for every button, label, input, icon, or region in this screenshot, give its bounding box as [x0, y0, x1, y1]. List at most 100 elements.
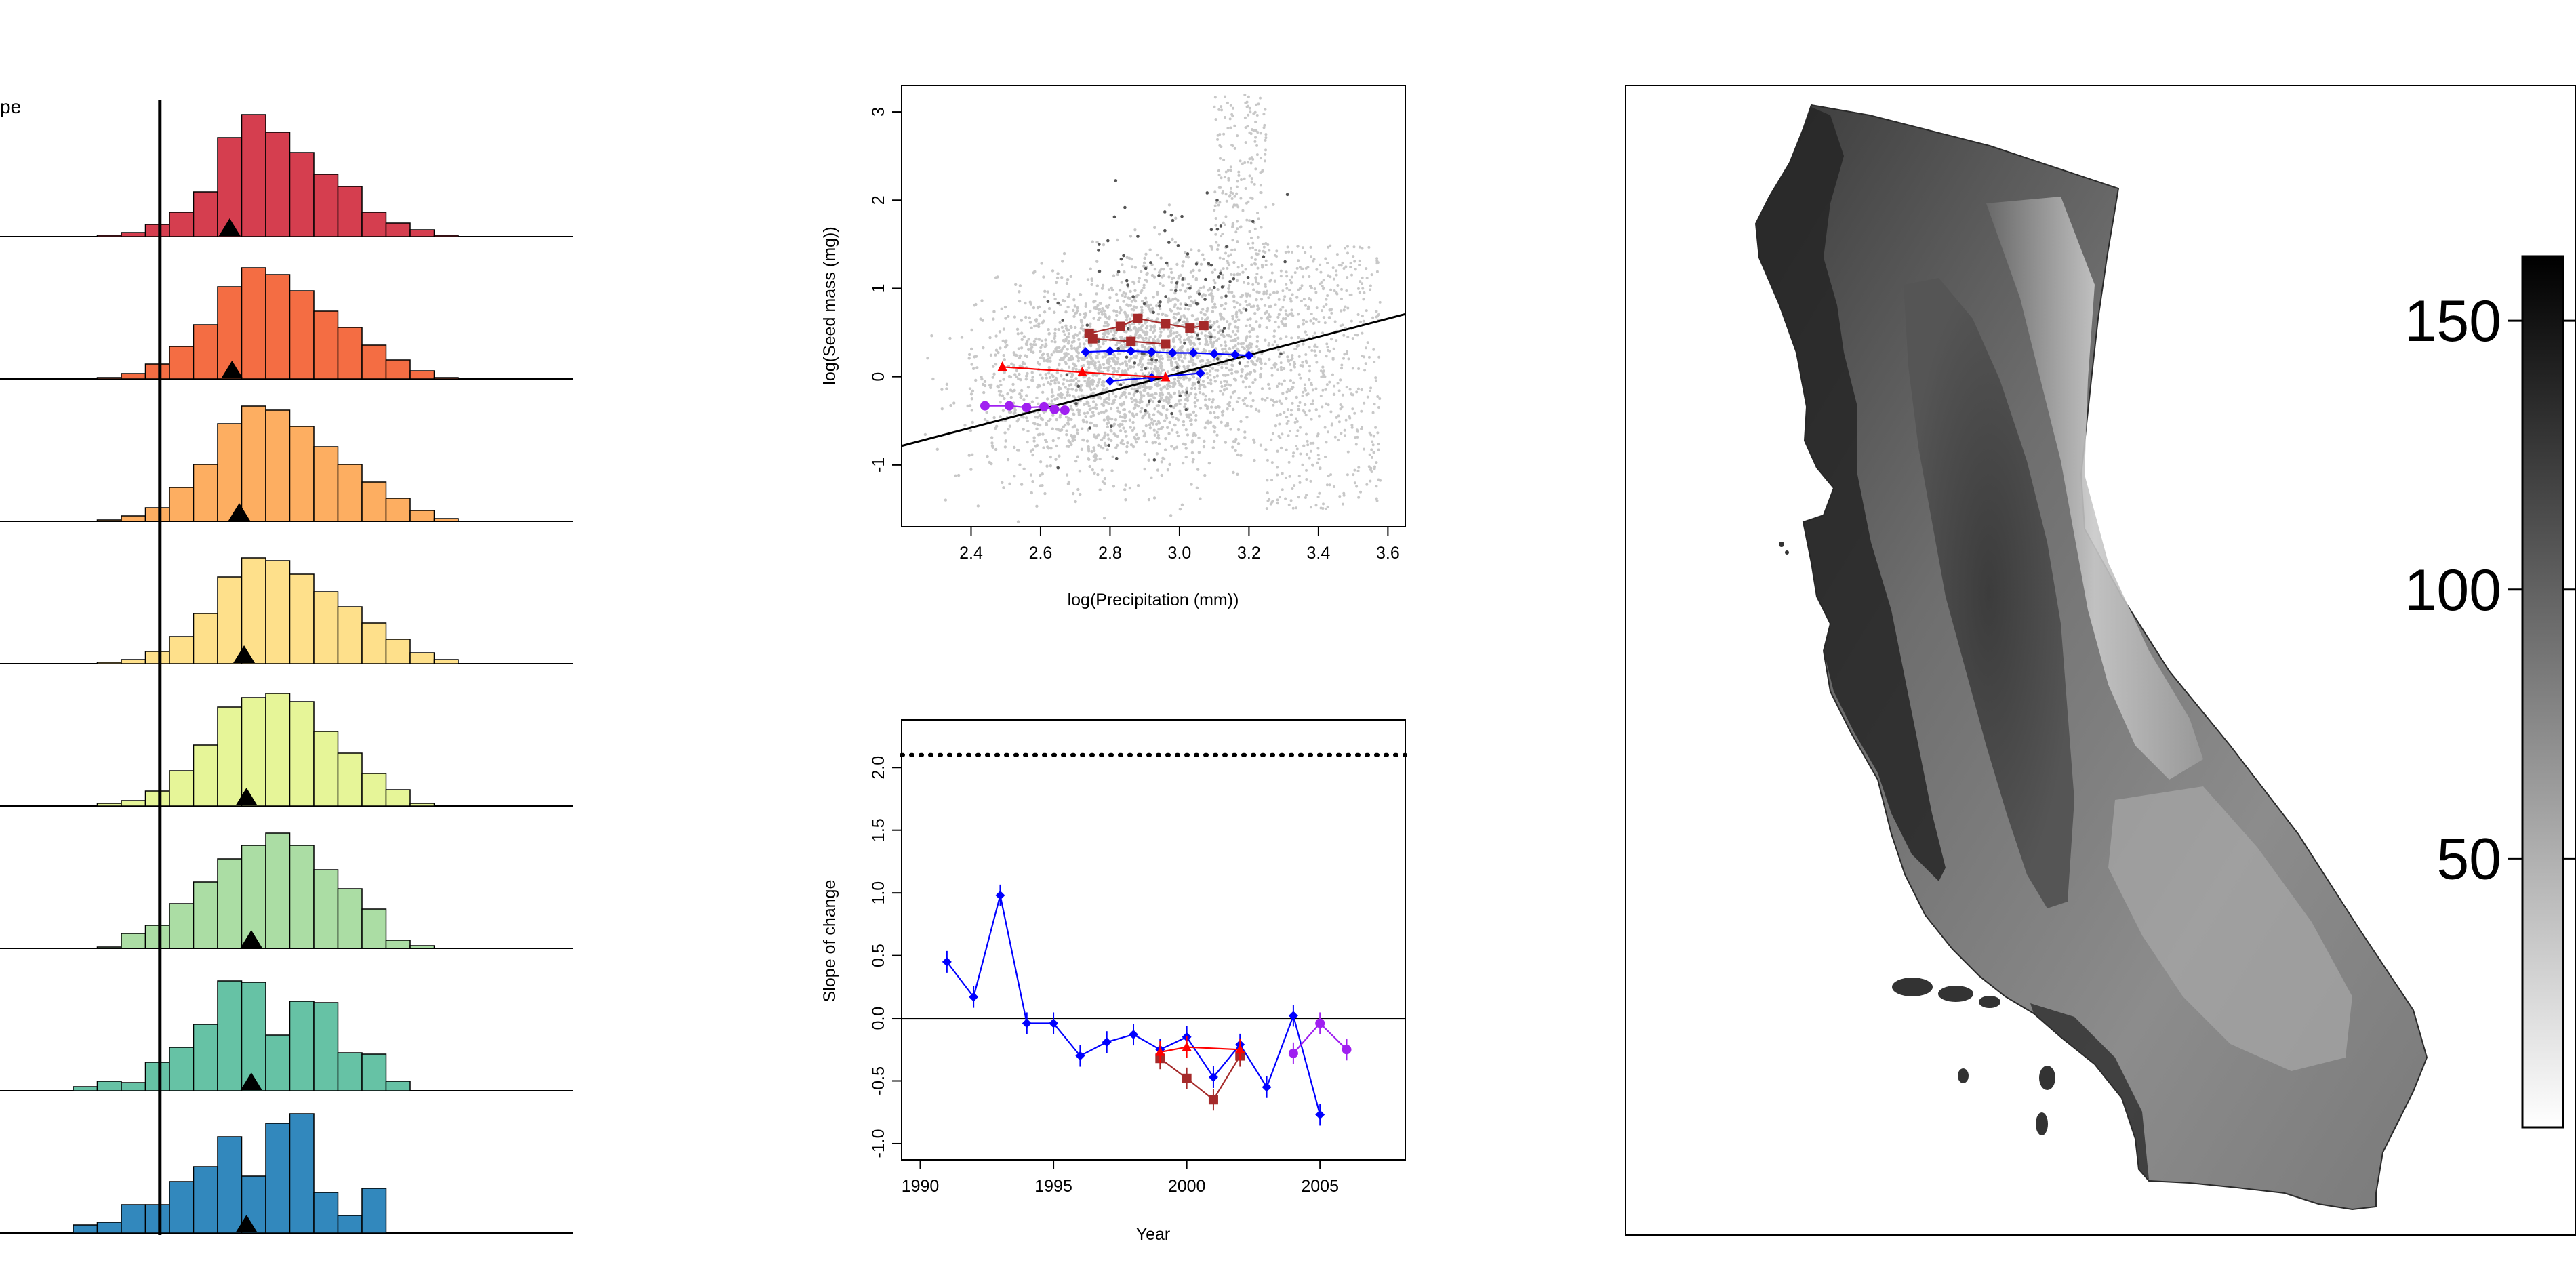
background-point: [1271, 343, 1274, 347]
background-point: [1128, 317, 1131, 321]
histogram-bar: [337, 327, 363, 380]
background-point: [1114, 310, 1119, 313]
background-point: [983, 418, 987, 421]
background-point: [1186, 282, 1190, 286]
background-point: [1273, 340, 1276, 344]
data-point: [1105, 346, 1115, 356]
background-point: [1221, 414, 1224, 417]
background-point: [1354, 436, 1357, 439]
background-point: [1031, 480, 1034, 483]
background-point: [1094, 436, 1098, 440]
background-point: [1104, 355, 1107, 359]
background-point: [1148, 413, 1151, 416]
background-point: [1035, 504, 1039, 508]
background-point: [1252, 438, 1255, 441]
background-point: [1277, 313, 1281, 317]
background-point: [1020, 319, 1024, 322]
background-point: [957, 473, 961, 477]
background-point: [1061, 260, 1064, 263]
background-point: [1331, 266, 1335, 270]
background-point: [1348, 414, 1351, 418]
background-point: [1102, 342, 1105, 346]
histogram-bar: [193, 613, 218, 664]
background-point: [1234, 449, 1237, 452]
background-point: [1068, 379, 1072, 382]
background-point: [1281, 472, 1284, 475]
background-point: [1243, 436, 1247, 439]
background-point: [1318, 350, 1321, 353]
background-point: [1156, 382, 1160, 386]
background-point: [1190, 451, 1194, 455]
data-point: [1342, 1045, 1352, 1055]
background-point: [1085, 339, 1089, 342]
background-point: [1220, 105, 1223, 108]
background-point: [1072, 340, 1076, 343]
background-point: [1270, 438, 1273, 441]
background-point: [1026, 419, 1029, 422]
background-point: [1295, 506, 1298, 510]
background-point: [1290, 336, 1293, 340]
background-point: [1071, 367, 1074, 371]
background-point: [1317, 320, 1321, 323]
background-point: [1161, 284, 1165, 287]
channel-island: [2039, 1066, 2055, 1090]
background-point: [1148, 423, 1152, 426]
background-point: [1080, 427, 1084, 430]
background-point: [1209, 382, 1213, 386]
background-point: [1292, 381, 1295, 384]
highlight-point: [1152, 458, 1156, 462]
background-point: [1281, 317, 1285, 321]
background-point: [1020, 388, 1024, 392]
background-point: [1324, 257, 1327, 260]
data-point: [1049, 404, 1060, 414]
background-point: [1346, 245, 1349, 248]
background-point: [1159, 354, 1163, 357]
background-point: [1226, 101, 1229, 104]
background-point: [1140, 310, 1144, 315]
background-point: [1333, 289, 1336, 292]
background-point: [1003, 305, 1007, 309]
histogram-bar: [337, 606, 363, 664]
background-point: [1167, 203, 1171, 207]
background-point: [1345, 386, 1348, 389]
background-point: [1321, 285, 1324, 288]
background-point: [1086, 411, 1089, 415]
background-point: [970, 363, 973, 366]
background-point: [1092, 317, 1095, 320]
background-point: [1103, 481, 1106, 485]
background-point: [1153, 335, 1157, 338]
background-point: [1144, 327, 1148, 330]
background-point: [1183, 375, 1186, 378]
background-point: [1278, 496, 1281, 499]
background-point: [1303, 383, 1306, 386]
background-point: [1376, 395, 1380, 398]
background-point: [1157, 270, 1161, 275]
background-point: [1267, 296, 1270, 300]
background-point: [1144, 388, 1147, 392]
background-point: [1050, 340, 1054, 343]
background-point: [1024, 416, 1028, 420]
background-point: [1215, 241, 1218, 244]
background-point: [1373, 403, 1376, 406]
slope-y-axis-label: Slope of change: [820, 880, 839, 1003]
background-point: [1239, 225, 1243, 228]
background-point: [1025, 355, 1029, 359]
background-point: [1110, 469, 1114, 472]
background-point: [1101, 307, 1104, 310]
background-point: [1097, 380, 1101, 384]
background-point: [1163, 419, 1167, 422]
background-point: [1232, 106, 1235, 110]
background-point: [1089, 388, 1093, 392]
background-point: [1143, 467, 1146, 471]
background-point: [1037, 338, 1041, 341]
background-point: [1070, 418, 1073, 421]
highlight-point: [1251, 220, 1255, 224]
highlight-point: [1181, 277, 1185, 281]
background-point: [1062, 378, 1066, 382]
background-point: [1020, 483, 1024, 486]
background-point: [1253, 311, 1257, 315]
background-point: [1179, 340, 1182, 344]
background-point: [1250, 180, 1253, 184]
background-point: [1089, 352, 1093, 355]
background-point: [1301, 364, 1304, 367]
